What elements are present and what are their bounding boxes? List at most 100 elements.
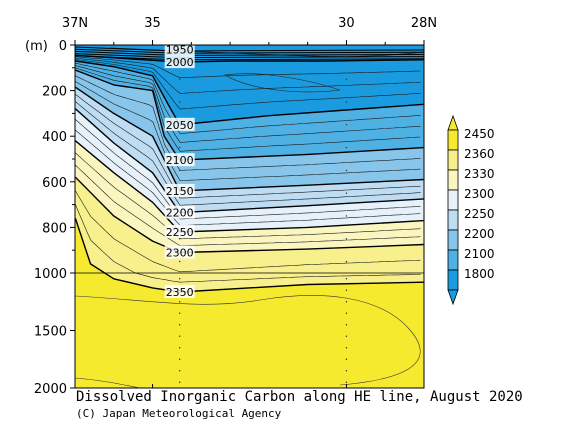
x-tick-label: 30 xyxy=(338,16,355,31)
plot-frame xyxy=(74,44,425,389)
thin-isoline xyxy=(75,62,421,134)
colorbar-swatch xyxy=(447,149,459,171)
station-sample xyxy=(179,312,181,314)
y-tick-label: 400 xyxy=(42,130,67,145)
colorbar-label: 2360 xyxy=(464,147,495,161)
colorbar-label: 2250 xyxy=(464,207,495,221)
station-sample xyxy=(179,101,181,103)
credit-line: (C) Japan Meteorological Agency xyxy=(76,407,282,420)
station-sample xyxy=(179,381,181,383)
contour-label: 2200 xyxy=(166,207,194,220)
station-sample xyxy=(179,324,181,326)
station-sample xyxy=(345,324,348,326)
thin-isoline xyxy=(75,57,421,94)
station-sample xyxy=(345,260,348,263)
colorbar-swatch xyxy=(447,169,459,191)
colorbar-label: 2330 xyxy=(464,167,495,181)
contour-label-bg xyxy=(164,153,195,167)
y-tick-label: 200 xyxy=(42,85,67,100)
y-tick-label: 800 xyxy=(42,221,67,236)
station-sample xyxy=(345,192,348,194)
plot-area xyxy=(75,45,424,388)
y-axis-unit: (m) xyxy=(25,39,48,54)
colorbar-swatch xyxy=(447,189,459,211)
thin-isoline xyxy=(75,81,421,181)
colorbar-swatch xyxy=(447,269,459,291)
station-sample xyxy=(345,301,348,303)
station-sample xyxy=(345,124,348,126)
chart-title: Dissolved Inorganic Carbon along HE line… xyxy=(76,389,523,405)
station-sample xyxy=(345,215,348,217)
station-sample xyxy=(179,301,181,303)
x-tick-label: 28N xyxy=(411,16,437,31)
y-axis: 0 200 400 600 800 1000 1500 2000 xyxy=(34,39,424,397)
station-sample xyxy=(345,278,348,280)
station-sample xyxy=(345,289,348,291)
y-tick-label: 1000 xyxy=(34,267,67,282)
thin-isoline xyxy=(75,190,421,273)
colorbar-swatch xyxy=(447,129,459,151)
thin-isoline xyxy=(75,75,421,171)
contour-label: 2150 xyxy=(166,185,194,198)
station-sample xyxy=(345,238,348,240)
colorbar-swatch xyxy=(447,229,459,251)
station-sample xyxy=(179,358,181,360)
contour-label-bg xyxy=(164,183,195,197)
station-sample xyxy=(179,146,181,149)
deep-isoline xyxy=(75,377,141,388)
station-sample xyxy=(179,335,181,337)
isoline-2350 xyxy=(75,218,424,293)
colorbar-cap-top xyxy=(447,114,459,131)
y-tick-label: 600 xyxy=(42,176,67,191)
x-axis: 37N 35 30 28N xyxy=(62,16,437,388)
colorbar-swatch xyxy=(447,209,459,231)
thin-isoline xyxy=(75,101,421,206)
contour-label: 2100 xyxy=(166,154,194,167)
station-sample xyxy=(179,278,181,280)
contour-label: 2000 xyxy=(166,56,194,69)
station-sample xyxy=(179,78,181,80)
isoline-2000 xyxy=(75,54,424,63)
colorbar-label: 2300 xyxy=(464,187,495,201)
isoline-2050 xyxy=(75,60,424,126)
station-sample xyxy=(179,260,181,263)
station-sample xyxy=(179,370,181,372)
isoline-2100 xyxy=(75,69,424,161)
contour-label: 2050 xyxy=(166,119,194,132)
x-tick-label: 35 xyxy=(144,16,161,31)
colorbar-swatch xyxy=(447,249,459,271)
station-sample xyxy=(345,146,348,149)
contour-label-bg xyxy=(164,284,195,298)
station-sample xyxy=(345,358,348,360)
thin-isoline xyxy=(75,56,421,79)
deep-isoline xyxy=(75,295,421,386)
station-sample xyxy=(345,347,348,349)
station-sample xyxy=(345,370,348,372)
thin-isoline xyxy=(75,59,421,110)
y-tick-label: 1500 xyxy=(34,325,67,340)
thin-isoline xyxy=(75,67,421,152)
station-sample xyxy=(345,169,348,172)
contour-label-bg xyxy=(164,117,195,131)
station-sample xyxy=(345,381,348,383)
thin-isoline xyxy=(75,204,421,283)
station-sample xyxy=(179,238,181,240)
colorbar-label: 2200 xyxy=(464,227,495,241)
contour-label: 2250 xyxy=(166,226,194,239)
contour-label-bg xyxy=(164,205,195,219)
station-sample xyxy=(345,101,348,103)
thin-isoline xyxy=(75,65,421,143)
contour-label-bg xyxy=(164,224,195,238)
y-tick-label: 2000 xyxy=(34,382,67,397)
surface-loop xyxy=(224,73,341,93)
colorbar-cap-bottom xyxy=(447,289,459,306)
colorbar-label: 2100 xyxy=(464,247,495,261)
station-sample xyxy=(345,55,348,58)
x-tick-label: 37N xyxy=(62,16,88,31)
contour-label-bg xyxy=(164,245,195,259)
contour-label: 2350 xyxy=(166,286,194,299)
contour-label-bg xyxy=(164,42,195,56)
thin-isolines xyxy=(75,47,424,388)
colorbar-label: 2450 xyxy=(464,127,495,141)
